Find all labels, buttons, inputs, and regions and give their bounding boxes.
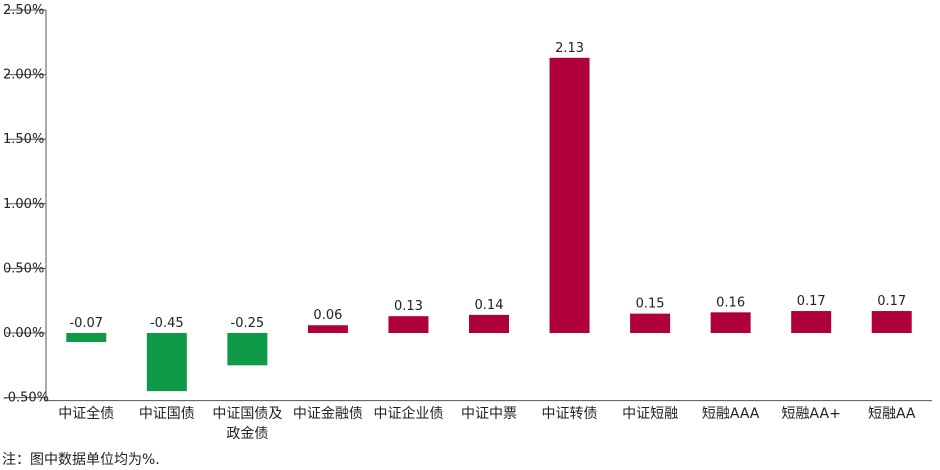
category-label: 短融AAA: [702, 406, 760, 422]
y-tick-label: 0.50%: [3, 261, 44, 276]
category-label: 中证金融债: [293, 406, 363, 422]
y-tick-label: -0.50%: [3, 391, 49, 406]
category-label-line: 中证国债: [139, 406, 195, 422]
category-label: 短融AA: [868, 406, 916, 422]
category-label-line: 中证转债: [542, 406, 598, 422]
y-tick-label: 2.00%: [3, 68, 44, 83]
y-tick-label: 0.00%: [3, 326, 44, 341]
bar: [469, 314, 509, 333]
category-label-line: 中证企业债: [373, 405, 443, 422]
category-label-line: 短融AA: [868, 406, 916, 422]
bar: [146, 333, 187, 392]
bar: [871, 311, 912, 333]
category-label: 短融AA+: [782, 406, 841, 422]
data-label: 0.15: [636, 297, 665, 312]
category-label-line: 短融AAA: [702, 406, 760, 422]
category-label: 中证国债及政金债: [212, 406, 282, 442]
footnote: 注：图中数据单位均为%.: [2, 452, 160, 468]
category-label: 中证全债: [58, 405, 114, 422]
y-tick-label: 2.50%: [3, 3, 44, 18]
bar: [307, 325, 348, 333]
data-label: -0.45: [150, 316, 184, 331]
bar: [66, 333, 107, 343]
category-label: 中证中票: [461, 406, 517, 422]
data-label: -0.25: [231, 316, 265, 331]
bar: [227, 333, 268, 366]
category-label-line: 政金债: [226, 426, 268, 442]
category-label-line: 中证中票: [461, 406, 517, 422]
category-label: 中证国债: [139, 406, 195, 422]
category-label: 中证短融: [622, 406, 678, 422]
data-label: 2.13: [555, 41, 584, 56]
category-label-line: 短融AA+: [782, 406, 841, 422]
bar: [388, 316, 429, 333]
bar: [549, 57, 590, 333]
category-label-line: 中证金融债: [293, 406, 363, 422]
category-label: 中证转债: [542, 406, 598, 422]
data-label: 0.16: [716, 295, 745, 310]
bar: [791, 311, 832, 333]
data-label: 0.17: [797, 294, 826, 309]
bar: [630, 313, 671, 333]
category-label-line: 中证国债及: [212, 406, 282, 422]
data-label: 0.13: [394, 299, 423, 314]
y-tick-label: 1.50%: [3, 132, 44, 147]
data-label: 0.17: [877, 294, 906, 309]
data-label: 0.14: [475, 298, 504, 313]
data-label: 0.06: [313, 308, 342, 323]
data-label: -0.07: [69, 316, 103, 331]
bar: [710, 312, 751, 333]
category-label: 中证企业债: [373, 405, 443, 422]
category-label-line: 中证全债: [58, 405, 114, 422]
category-label-line: 中证短融: [622, 406, 678, 422]
bar-chart: 2.50% 2.00% 1.50% 1.00% 0.50% 0.00% -0.50% -0.0…: [3, 3, 932, 442]
y-tick-label: 1.00%: [3, 197, 44, 212]
